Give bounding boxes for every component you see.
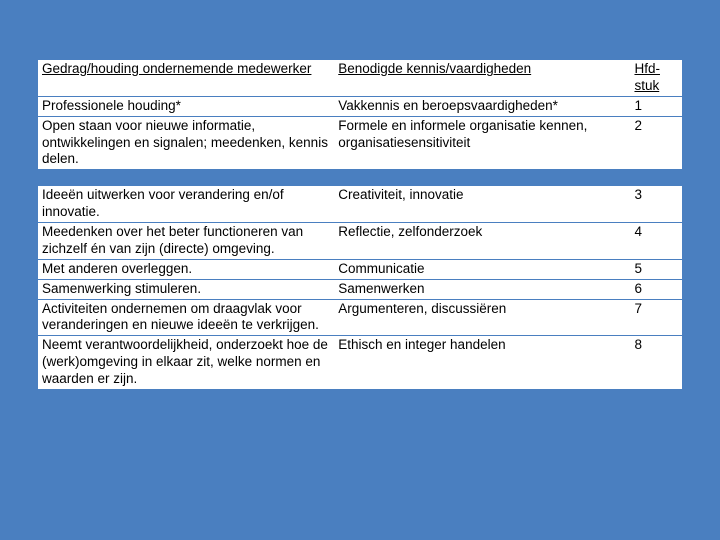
table-row: Met anderen overleggen.Communicatie5: [38, 259, 682, 279]
cell-hfdstuk: 3: [630, 186, 682, 222]
cell-gedrag: Samenwerking stimuleren.: [38, 279, 334, 299]
header-gedrag: Gedrag/houding ondernemende medewerker: [38, 60, 334, 96]
cell-gedrag: Ideeën uitwerken voor verandering en/of …: [38, 186, 334, 222]
table-row: Meedenken over het beter functioneren va…: [38, 223, 682, 260]
table-row: Open staan voor nieuwe informatie, ontwi…: [38, 116, 682, 170]
table-row: Professionele houding*Vakkennis en beroe…: [38, 96, 682, 116]
table-row: Ideeën uitwerken voor verandering en/of …: [38, 186, 682, 222]
cell-hfdstuk: 5: [630, 259, 682, 279]
header-kennis-label: Benodigde kennis/vaardigheden: [338, 61, 531, 76]
cell-kennis: Vakkennis en beroepsvaardigheden*: [334, 96, 630, 116]
table-row: Activiteiten ondernemen om draagvlak voo…: [38, 299, 682, 336]
cell-kennis: Reflectie, zelfonderzoek: [334, 223, 630, 260]
cell-kennis: Communicatie: [334, 259, 630, 279]
cell-hfdstuk: 1: [630, 96, 682, 116]
cell-hfdstuk: 7: [630, 299, 682, 336]
header-hfdstuk: Hfd-stuk: [630, 60, 682, 96]
cell-hfdstuk: 4: [630, 223, 682, 260]
cell-hfdstuk: 8: [630, 336, 682, 389]
header-hfdstuk-label: Hfd-stuk: [634, 61, 660, 93]
cell-gedrag: Activiteiten ondernemen om draagvlak voo…: [38, 299, 334, 336]
cell-kennis: Formele en informele organisatie kennen,…: [334, 116, 630, 170]
cell-gedrag: Professionele houding*: [38, 96, 334, 116]
competency-table: Gedrag/houding ondernemende medewerker Be…: [38, 60, 682, 389]
header-gedrag-label: Gedrag/houding ondernemende medewerker: [42, 61, 311, 76]
table-header-row: Gedrag/houding ondernemende medewerker Be…: [38, 60, 682, 96]
table-row: Samenwerking stimuleren.Samenwerken6: [38, 279, 682, 299]
cell-gedrag: Neemt verantwoordelijkheid, onderzoekt h…: [38, 336, 334, 389]
separator-cell: [38, 170, 682, 187]
cell-hfdstuk: 2: [630, 116, 682, 170]
cell-kennis: Samenwerken: [334, 279, 630, 299]
header-kennis: Benodigde kennis/vaardigheden: [334, 60, 630, 96]
cell-hfdstuk: 6: [630, 279, 682, 299]
cell-gedrag: Meedenken over het beter functioneren va…: [38, 223, 334, 260]
group-separator: [38, 170, 682, 187]
cell-kennis: Argumenteren, discussiëren: [334, 299, 630, 336]
cell-kennis: Creativiteit, innovatie: [334, 186, 630, 222]
cell-gedrag: Open staan voor nieuwe informatie, ontwi…: [38, 116, 334, 170]
cell-kennis: Ethisch en integer handelen: [334, 336, 630, 389]
cell-gedrag: Met anderen overleggen.: [38, 259, 334, 279]
table-row: Neemt verantwoordelijkheid, onderzoekt h…: [38, 336, 682, 389]
